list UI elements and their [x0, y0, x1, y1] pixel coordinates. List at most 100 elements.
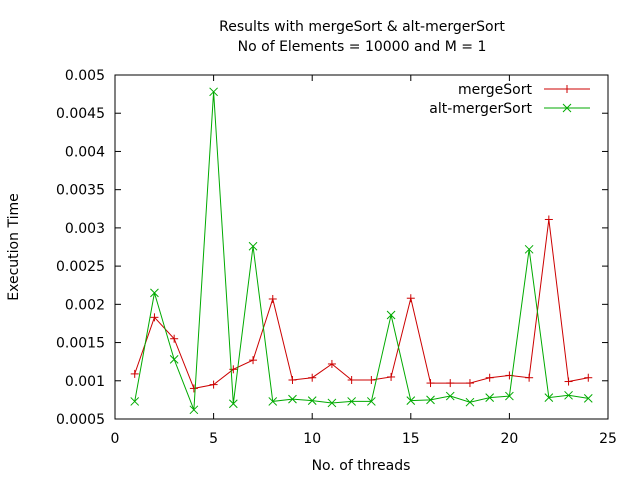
data-point-mergesort	[268, 294, 277, 303]
legend-marker-alt-mergersort	[562, 103, 572, 113]
marker-stroke	[268, 397, 278, 406]
chart-title-line-1: Results with mergeSort & alt-mergerSort	[219, 19, 505, 35]
data-point-alt-mergersort	[426, 395, 435, 405]
y-tick-label: 0.003	[65, 221, 105, 237]
marker-stroke	[524, 244, 534, 254]
data-point-mergesort	[150, 313, 159, 322]
data-point-mergesort	[584, 373, 593, 382]
data-point-alt-mergersort	[248, 241, 258, 251]
data-point-alt-mergersort	[485, 393, 495, 402]
x-axis-title: No. of threads	[312, 458, 411, 474]
x-tick-label: 15	[402, 431, 420, 447]
chart-title-line-2: No of Elements = 10000 and M = 1	[238, 39, 487, 55]
y-tick-label: 0.0005	[56, 412, 105, 428]
legend-marker-mergesort	[563, 85, 571, 93]
data-point-mergesort	[249, 356, 258, 365]
data-point-alt-mergersort	[583, 394, 593, 403]
marker-stroke	[485, 393, 495, 402]
marker-stroke	[228, 399, 238, 409]
data-point-mergesort	[564, 377, 573, 386]
data-point-mergesort	[367, 376, 376, 385]
data-point-mergesort	[288, 376, 297, 385]
y-tick-label: 0.001	[65, 374, 105, 390]
marker-stroke	[209, 87, 218, 97]
data-point-mergesort	[465, 379, 474, 388]
y-axis: 0.0005 0.001 0.0015 0.002 0.0025 0.003 0.0035 0…	[56, 68, 608, 428]
y-tick-label: 0.005	[65, 68, 105, 84]
y-tick-label: 0.0025	[56, 259, 105, 275]
marker-stroke	[544, 393, 554, 402]
data-point-alt-mergersort	[268, 397, 278, 406]
y-axis-title: Execution Time	[6, 193, 22, 300]
y-tick-label: 0.0015	[56, 336, 105, 352]
x-tick-label: 5	[209, 431, 218, 447]
data-point-mergesort	[426, 379, 435, 388]
y-tick-label: 0.002	[65, 297, 105, 313]
data-point-alt-mergersort	[367, 397, 376, 406]
data-point-alt-mergersort	[544, 393, 554, 402]
legend: mergeSort alt-mergerSort	[429, 82, 590, 117]
marker-stroke	[465, 397, 475, 407]
marker-stroke	[150, 288, 159, 298]
data-point-alt-mergersort	[406, 396, 416, 406]
legend-label-alt-mergersort: alt-mergerSort	[429, 101, 532, 117]
data-point-alt-mergersort	[150, 288, 159, 298]
data-point-mergesort	[347, 376, 356, 385]
data-point-alt-mergersort	[130, 397, 140, 406]
y-tick-label: 0.0035	[56, 183, 105, 199]
data-point-mergesort	[485, 373, 494, 382]
data-point-alt-mergersort	[347, 397, 356, 406]
marker-stroke	[248, 241, 258, 251]
data-point-mergesort	[406, 294, 415, 303]
data-point-mergesort	[308, 373, 317, 382]
data-point-alt-mergersort	[386, 310, 396, 320]
data-point-alt-mergersort	[327, 398, 337, 408]
data-point-mergesort	[209, 380, 218, 389]
marker-stroke	[583, 394, 593, 403]
data-point-alt-mergersort	[445, 391, 455, 401]
marker-stroke	[288, 394, 297, 404]
data-point-alt-mergersort	[307, 396, 317, 406]
series-line-alt-mergersort	[134, 91, 589, 411]
data-point-alt-mergersort	[288, 394, 297, 404]
x-tick-label: 20	[500, 431, 518, 447]
data-point-mergesort	[544, 215, 553, 224]
marker-stroke	[505, 391, 514, 401]
data-point-mergesort	[387, 372, 396, 381]
data-point-alt-mergersort	[465, 397, 475, 407]
marker-stroke	[564, 390, 573, 400]
marker-stroke	[386, 310, 396, 320]
marker-stroke	[426, 395, 435, 405]
data-point-mergesort	[170, 334, 179, 343]
data-point-alt-mergersort	[228, 399, 238, 409]
data-point-mergesort	[525, 373, 534, 382]
legend-label-mergesort: mergeSort	[458, 82, 532, 98]
marker-stroke	[130, 397, 140, 406]
marker-stroke	[406, 396, 416, 406]
marker-stroke	[445, 391, 455, 401]
x-tick-label: 25	[599, 431, 617, 447]
marker-stroke	[169, 355, 179, 364]
y-tick-label: 0.004	[65, 144, 105, 160]
data-point-mergesort	[130, 369, 139, 378]
x-axis: 0 5 10 15 20 25	[111, 75, 617, 447]
data-point-alt-mergersort	[505, 391, 514, 401]
y-tick-label: 0.0045	[56, 106, 105, 122]
series-line-mergesort	[134, 219, 589, 389]
legend-marker-symbol	[562, 103, 572, 113]
data-point-alt-mergersort	[189, 405, 199, 415]
data-point-alt-mergersort	[564, 390, 573, 400]
marker-stroke	[327, 398, 337, 408]
series-layer	[130, 87, 593, 415]
data-point-mergesort	[327, 359, 336, 368]
marker-stroke	[367, 397, 376, 406]
data-point-alt-mergersort	[209, 87, 218, 97]
data-point-mergesort	[189, 384, 198, 393]
data-point-mergesort	[446, 379, 455, 388]
marker-stroke	[189, 405, 199, 415]
data-point-alt-mergersort	[169, 355, 179, 364]
plot-area-frame	[114, 74, 609, 420]
x-tick-label: 0	[111, 431, 120, 447]
data-point-alt-mergersort	[524, 244, 534, 254]
